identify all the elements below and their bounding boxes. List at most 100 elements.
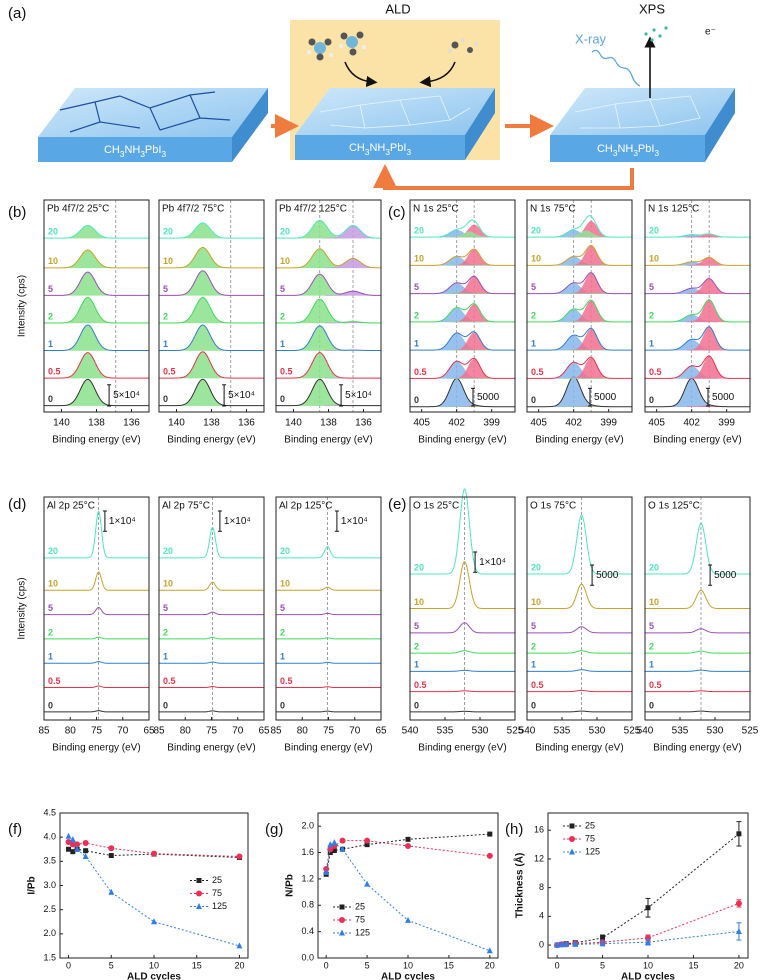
y-tick-label: 16 [534, 825, 544, 835]
x-tick-label: 525 [624, 726, 641, 737]
cycle-label: 2 [649, 310, 654, 320]
spectrum [410, 219, 515, 238]
spectrum [645, 278, 750, 295]
spectrum [410, 331, 515, 351]
y-tick-label: 12 [534, 853, 544, 863]
scale-bar-label: 5000 [594, 392, 617, 403]
data-point [151, 850, 157, 857]
legend-swatch [569, 836, 575, 842]
y-tick-label: 4 [539, 911, 544, 921]
spectrum [645, 377, 750, 408]
cycle-label: 1 [280, 339, 285, 349]
spectrum [410, 357, 515, 379]
cycle-label: 0.5 [163, 676, 176, 686]
spectrum [276, 710, 381, 713]
data-point [405, 916, 411, 923]
panel-title: O 1s 75°C [530, 501, 576, 512]
ald-label: ALD [385, 1, 410, 16]
x-tick-label: 70 [232, 726, 244, 737]
data-point [70, 849, 76, 855]
data-point [65, 832, 72, 839]
x-ray-wave [591, 49, 641, 87]
data-point [736, 831, 742, 837]
spectrum [276, 273, 381, 296]
x-tick-label: 399 [718, 418, 735, 429]
spectrum [527, 583, 632, 609]
data-point [82, 853, 89, 859]
cycle-label: 0 [531, 700, 536, 710]
data-point [327, 841, 334, 848]
x-axis-label: ALD cycles [127, 972, 181, 980]
x-tick-label: 530 [472, 726, 489, 737]
spectrum [276, 612, 381, 616]
x-tick-label: 75 [323, 726, 335, 737]
data-point [572, 940, 579, 947]
legend-label: 75 [585, 833, 595, 843]
spectrum [527, 626, 632, 634]
spectrum [645, 628, 750, 634]
data-point [331, 848, 337, 854]
slab-side [465, 88, 495, 160]
fitted-component [59, 249, 116, 269]
spectrum [410, 690, 515, 693]
spectrum [159, 526, 264, 559]
cycle-label: 5 [649, 621, 654, 631]
x-axis-label: Binding energy (eV) [52, 435, 140, 446]
cycle-label: 1 [649, 660, 654, 670]
electron-label: e⁻ [705, 27, 716, 38]
fitted-component [174, 351, 231, 379]
spectrum [410, 561, 515, 609]
x-tick-label: 140 [285, 418, 302, 429]
x-tick-label: 138 [203, 418, 220, 429]
cycle-label: 10 [649, 254, 659, 264]
data-point [339, 845, 346, 852]
cycle-label: 5 [280, 603, 285, 613]
spectrum [44, 271, 149, 296]
plot-frame [409, 496, 516, 721]
x-tick-label: 405 [413, 418, 430, 429]
spectrum [44, 324, 149, 352]
x-axis-label: Binding energy (eV) [284, 435, 372, 446]
series-line [325, 842, 490, 952]
y-tick-label: 8 [539, 882, 544, 892]
cycle-label: 10 [48, 256, 58, 266]
y-tick-label: 3.0 [43, 880, 56, 890]
data-point [69, 836, 76, 843]
x-axis-label: Binding energy (eV) [535, 435, 623, 446]
x-axis-label: Binding energy (eV) [167, 743, 255, 754]
spectrum [44, 571, 149, 591]
x-tick-label: 405 [530, 418, 547, 429]
cycle-label: 10 [48, 579, 58, 589]
x-tick-label: 65 [375, 726, 387, 737]
slab-front [550, 135, 705, 162]
cycle-label: 20 [531, 225, 541, 235]
legend-swatch [339, 904, 345, 910]
data-point [364, 880, 371, 887]
plot-frame [409, 199, 516, 413]
data-point [486, 947, 493, 954]
spectrum [276, 352, 381, 379]
data-point [405, 836, 411, 842]
panel-label: (g) [265, 821, 283, 838]
cycle-label: 0.5 [414, 680, 427, 690]
x-tick-label: 15 [688, 960, 698, 970]
spectrum [159, 686, 264, 689]
cycle-label: 0 [649, 700, 654, 710]
material-label: CH3NH3PbI3 [104, 144, 166, 159]
x-tick-label: 20 [234, 960, 244, 970]
data-point [82, 839, 89, 846]
x-tick-label: 80 [297, 726, 309, 737]
y-tick-label: 4.0 [43, 832, 56, 842]
cycle-label: 2 [48, 627, 53, 637]
fitted-component [430, 378, 483, 407]
x-tick-label: 402 [448, 418, 465, 429]
spectrum [645, 710, 750, 713]
spectrum [44, 510, 149, 559]
legend-swatch [196, 878, 202, 883]
cycle-label: 20 [414, 225, 424, 235]
x-tick-label: 535 [554, 726, 571, 737]
spectrum [527, 272, 632, 295]
cycle-label: 5 [48, 603, 53, 613]
panel-label: (a) [8, 5, 26, 22]
x-tick-label: 525 [507, 726, 524, 737]
